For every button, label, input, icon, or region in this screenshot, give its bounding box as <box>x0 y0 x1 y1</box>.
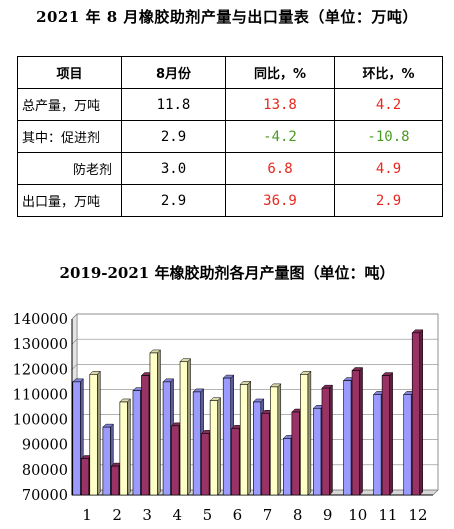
bar <box>72 381 81 496</box>
y-tick-label: 140000 <box>13 312 68 328</box>
bar <box>89 374 98 496</box>
bar-side <box>97 370 101 496</box>
gridline-stub <box>71 338 78 345</box>
gridline-stub <box>71 364 78 370</box>
x-tick-label: 7 <box>263 506 273 524</box>
row-mom: 4.9 <box>334 152 443 185</box>
bar-side <box>187 358 191 496</box>
bar-side <box>329 384 333 496</box>
bar-side <box>419 329 423 496</box>
row-mom: 2.9 <box>334 184 443 217</box>
x-tick-label: 2 <box>112 506 122 524</box>
bar <box>343 380 352 496</box>
x-tick-label: 12 <box>408 506 427 524</box>
bar <box>321 387 330 496</box>
row-mom: -10.8 <box>334 120 443 153</box>
bar <box>269 386 279 496</box>
row-label: 总产量，万吨 <box>17 88 122 121</box>
x-tick-label: 10 <box>348 506 367 524</box>
bar-side <box>389 371 393 496</box>
header-yoy: 同比，% <box>225 56 335 89</box>
table-header-row: 项目 8月份 同比，% 环比，% <box>17 56 443 89</box>
bar <box>119 401 128 496</box>
header-august: 8月份 <box>121 56 226 89</box>
row-label: 防老剂 <box>17 152 122 185</box>
table-row: 出口量，万吨 2.9 36.9 2.9 <box>17 184 443 217</box>
bar <box>149 352 158 496</box>
y-tick-label: 120000 <box>13 362 68 378</box>
bar <box>351 370 360 496</box>
production-table: 项目 8月份 同比，% 环比，% 总产量，万吨 11.8 13.8 4.2 其中… <box>17 56 443 217</box>
y-tick-label: 70000 <box>22 488 68 504</box>
bar <box>179 361 188 496</box>
x-tick-label: 3 <box>142 506 152 524</box>
y-tick-label: 110000 <box>13 387 68 403</box>
x-tick-label: 1 <box>82 506 92 524</box>
bar-side <box>359 366 363 496</box>
x-tick-label: 5 <box>203 506 213 524</box>
bar <box>291 411 300 496</box>
bar <box>373 394 382 496</box>
bar-side <box>157 349 161 496</box>
x-tick-label: 9 <box>323 506 333 524</box>
bar <box>111 465 120 496</box>
bar <box>102 426 111 496</box>
row-value: 11.8 <box>121 88 226 121</box>
bar <box>403 394 412 496</box>
bar <box>209 400 218 496</box>
bar <box>261 412 270 496</box>
table-row: 其中：促进剂 2.9 -4.2 -10.8 <box>17 120 443 153</box>
header-item: 项目 <box>17 56 122 89</box>
y-tick-label: 100000 <box>13 413 68 429</box>
bar-side <box>217 397 221 496</box>
row-label: 其中：促进剂 <box>17 120 122 153</box>
bar <box>132 390 141 496</box>
bar <box>411 332 421 496</box>
x-tick-label: 8 <box>293 506 303 524</box>
row-yoy: 36.9 <box>225 184 335 217</box>
bar <box>141 375 150 496</box>
bar <box>381 375 390 496</box>
chart-title: 2019-2021 年橡胶助剂各月产量图（单位：吨） <box>59 264 395 282</box>
bar <box>300 374 309 496</box>
row-value: 2.9 <box>121 120 226 153</box>
row-yoy: 13.8 <box>225 88 335 121</box>
row-yoy: 6.8 <box>225 152 335 185</box>
y-tick-label: 90000 <box>22 438 68 454</box>
x-tick-label: 4 <box>173 506 183 524</box>
bar-side <box>247 380 251 496</box>
table-row: 防老剂 3.0 6.8 4.9 <box>17 152 443 185</box>
row-value: 3.0 <box>121 152 226 185</box>
bar <box>171 425 180 496</box>
bar <box>192 391 201 496</box>
y-tick-label: 130000 <box>13 337 68 353</box>
bar <box>252 401 262 496</box>
monthly-production-chart: 70000 80000 90000 100000 110000 120000 130000 1… <box>13 312 439 524</box>
bar <box>283 438 292 496</box>
bar <box>80 458 90 496</box>
bar <box>239 384 249 496</box>
bar <box>222 377 232 496</box>
bar <box>313 407 322 496</box>
bar-side <box>277 383 282 496</box>
header-mom: 环比，% <box>334 56 443 89</box>
y-tick-label: 80000 <box>22 463 68 479</box>
row-value: 2.9 <box>121 184 226 217</box>
gridline-stub <box>71 313 78 320</box>
table-row: 总产量，万吨 11.8 13.8 4.2 <box>17 88 443 121</box>
row-yoy: -4.2 <box>225 120 335 153</box>
row-mom: 4.2 <box>334 88 443 121</box>
bar <box>162 381 171 496</box>
bar-side <box>307 370 312 496</box>
bar <box>201 433 210 496</box>
bar <box>231 428 240 496</box>
x-tick-label: 6 <box>233 506 243 524</box>
bar-side <box>127 398 131 496</box>
table-title: 2021 年 8 月橡胶助剂产量与出口量表（单位：万吨） <box>36 8 418 26</box>
row-label: 出口量，万吨 <box>17 184 122 217</box>
x-tick-label: 11 <box>378 506 397 524</box>
